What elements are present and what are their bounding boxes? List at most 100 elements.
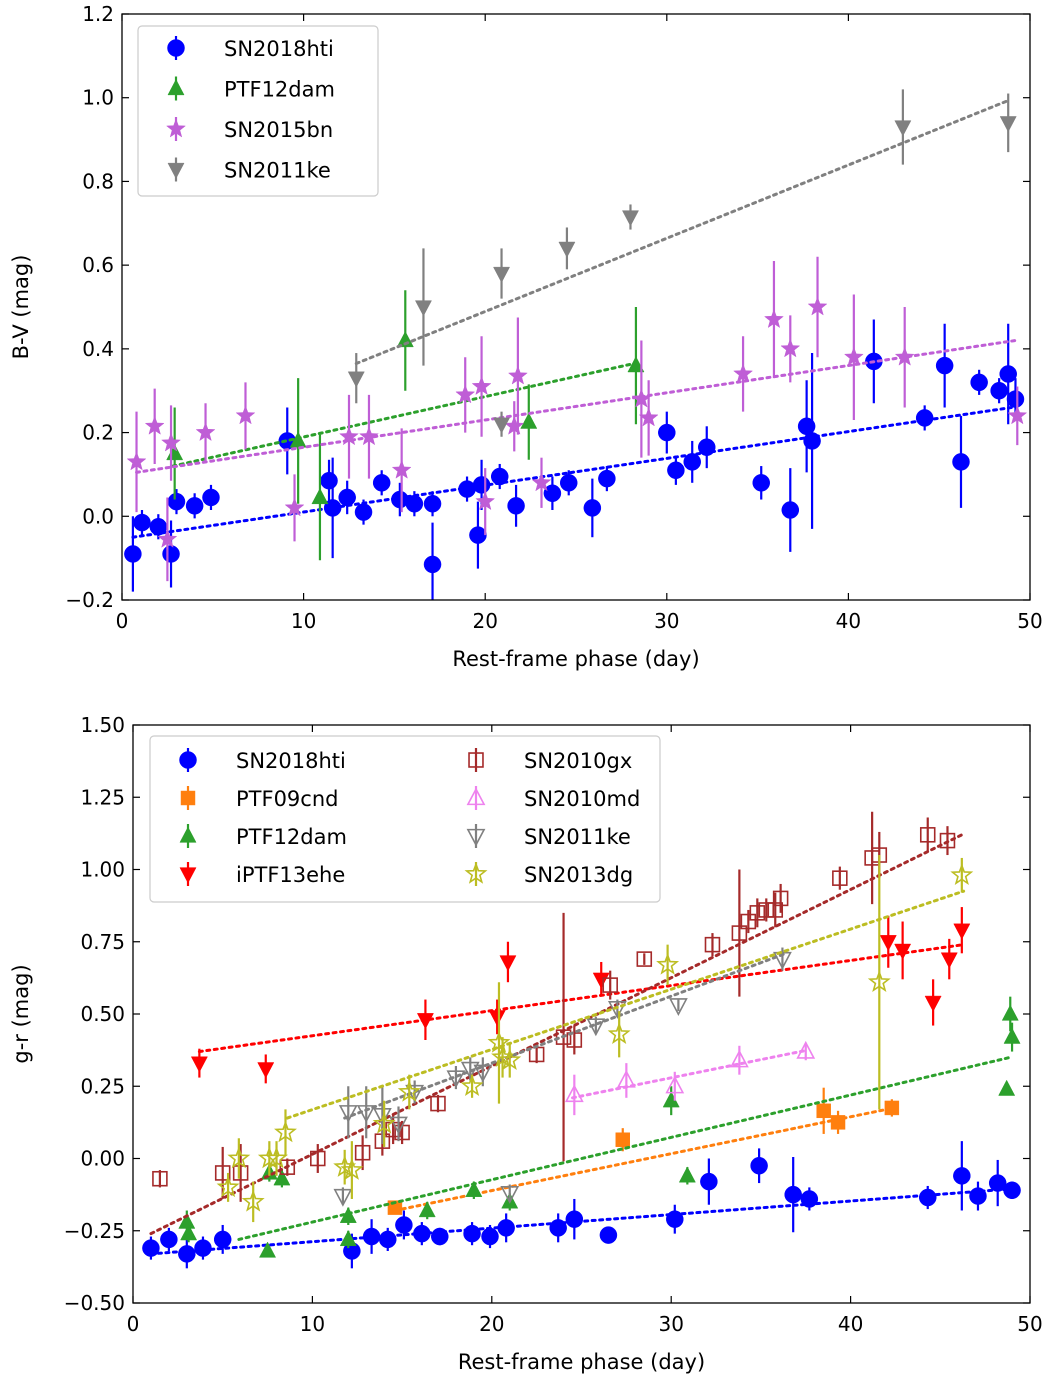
bv-point-SN2018hti [185, 497, 204, 515]
bv-point-SN2018hti [423, 555, 442, 574]
gr-point-SN2011ke [446, 1070, 466, 1089]
gr-point-SN2018hti [142, 1239, 160, 1257]
bv-legend-entry: SN2015bn [166, 117, 333, 142]
gr-point-SN2018hti [395, 1216, 413, 1234]
gr-point-SN2018hti [194, 1239, 212, 1257]
gr-point-SN2010gx [758, 902, 775, 918]
gr-legend-entry: iPTF13ehe [179, 862, 345, 887]
gr-point-SN2010gx [232, 1165, 249, 1181]
bv-point-SN2011ke [558, 241, 576, 258]
gr-point-SN2011ke [586, 1018, 606, 1037]
gr-y-tick-label: 1.25 [80, 785, 125, 809]
bv-point-SN2015bn [391, 459, 412, 479]
gr-point-PTF12dam [259, 1241, 277, 1258]
gr-point-iPTF13ehe [924, 995, 942, 1012]
gr-point-SN2010gx [602, 977, 618, 993]
gr-point-SN2013dg [274, 1120, 297, 1143]
bv-point-SN2018hti [405, 494, 424, 513]
bv-point-SN2015bn [763, 309, 784, 329]
gr-series-PTF12dam [178, 996, 1021, 1258]
gr-point-SN2011ke [668, 998, 688, 1016]
gr-point-PTF09cnd [830, 1115, 846, 1130]
bv-point-SN2018hti [162, 545, 180, 563]
gr-x-axis-label: Rest-frame phase (day) [458, 1350, 705, 1374]
gr-point-SN2018hti [378, 1230, 397, 1249]
bv-point-SN2018hti [543, 484, 562, 503]
bv-point-SN2018hti [970, 373, 988, 392]
gr-point-SN2018hti [481, 1227, 499, 1246]
bv-x-tick-label: 0 [116, 609, 129, 633]
gr-point-SN2010gx [214, 1165, 231, 1181]
bv-point-SN2018hti [999, 365, 1017, 383]
gr-legend-entry: SN2018hti [179, 748, 346, 773]
bv-point-SN2018hti [458, 480, 476, 498]
gr-point-SN2010gx [555, 1029, 572, 1045]
gr-x-tick-label: 20 [479, 1312, 504, 1336]
gr-point-iPTF13ehe [257, 1062, 275, 1079]
bv-point-SN2018hti [990, 381, 1008, 400]
gr-y-tick-label: −0.25 [64, 1219, 125, 1243]
gr-point-SN2018hti [413, 1224, 431, 1243]
bv-legend-entry: SN2018hti [167, 36, 334, 61]
gr-point-SN2010md [665, 1075, 685, 1094]
bv-series-SN2018hti [124, 319, 1025, 600]
gr-point-SN2011ke [372, 1107, 392, 1126]
gr-point-iPTF13ehe [940, 952, 958, 969]
bv-point-SN2018hti [658, 423, 676, 442]
gr-fit-line-iPTF13ehe [197, 943, 966, 1054]
gr-point-SN2010gx [731, 925, 748, 941]
bv-legend: SN2018hti PTF12dam SN2015bn SN2011ke [137, 25, 379, 197]
gr-point-SN2013dg [498, 1048, 522, 1070]
gr-point-SN2010gx [749, 905, 766, 921]
bv-fit-line-SN2018hti [131, 405, 1014, 539]
bv-panel: 0 10 20 30 40 50 −0.2 0.0 0.2 0.4 0.6 0.8 1.0 1.2 Res… [9, 2, 1043, 671]
gr-panel: 0 10 20 30 40 50 −0.50 −0.25 0.00 0.25 0.50 0.75 1.0… [9, 713, 1043, 1374]
gr-point-SN2010gx [939, 832, 956, 849]
gr-point-SN2010gx [354, 1144, 371, 1161]
bv-y-tick-label: 0.4 [82, 337, 114, 361]
bv-point-SN2015bn [1007, 405, 1028, 425]
bv-point-SN2011ke [493, 417, 511, 434]
gr-legend-label: iPTF13ehe [236, 863, 345, 887]
bv-point-PTF12dam [289, 431, 307, 448]
gr-point-SN2010md [729, 1049, 749, 1068]
bv-ticks: 0 10 20 30 40 50 −0.2 0.0 0.2 0.4 0.6 0.8 1.0 1.2 [65, 2, 1042, 633]
gr-legend-entry: PTF12dam [179, 824, 347, 849]
gr-x-tick-label: 10 [300, 1312, 325, 1336]
gr-series-SN2013dg [216, 855, 974, 1223]
bv-point-PTF12dam [627, 356, 645, 373]
gr-point-SN2018hti [1003, 1181, 1021, 1200]
gr-point-SN2010gx [566, 1032, 583, 1048]
gr-point-SN2013dg [340, 1157, 364, 1180]
gr-point-SN2018hti [988, 1174, 1007, 1192]
gr-y-axis-label: g-r (mag) [9, 964, 33, 1063]
bv-legend-marker-SN2018hti [167, 39, 185, 57]
bv-point-SN2015bn [733, 363, 754, 383]
gr-point-SN2018hti [953, 1167, 971, 1185]
gr-point-SN2010md [564, 1084, 584, 1103]
bv-point-SN2015bn [894, 346, 915, 366]
gr-point-SN2013dg [607, 1022, 631, 1044]
bv-series-SN2015bn [126, 256, 1028, 582]
bv-legend-box [137, 25, 379, 197]
bv-point-SN2018hti [559, 474, 578, 492]
bv-point-SN2018hti [133, 513, 151, 532]
gr-point-iPTF13ehe [592, 972, 610, 989]
gr-point-SN2018hti [700, 1172, 718, 1191]
gr-y-tick-label: 0.50 [80, 1002, 125, 1026]
bv-point-SN2015bn [144, 415, 165, 435]
gr-point-SN2010md [616, 1069, 636, 1088]
gr-point-PTF09cnd [615, 1132, 630, 1147]
gr-legend-label: SN2011ke [524, 825, 631, 849]
gr-point-SN2010gx [772, 890, 789, 907]
gr-plot-layer [142, 811, 1021, 1269]
gr-point-PTF12dam [465, 1180, 483, 1197]
bv-x-tick-label: 20 [472, 609, 497, 633]
bv-point-SN2015bn [504, 415, 525, 435]
gr-point-SN2013dg [397, 1079, 421, 1102]
gr-legend-marker-SN2018hti [179, 751, 197, 769]
bv-point-SN2015bn [507, 365, 528, 385]
gr-point-PTF12dam [1003, 1027, 1021, 1044]
gr-legend-marker-SN2013dg [464, 861, 488, 884]
bv-point-SN2018hti [472, 476, 491, 494]
